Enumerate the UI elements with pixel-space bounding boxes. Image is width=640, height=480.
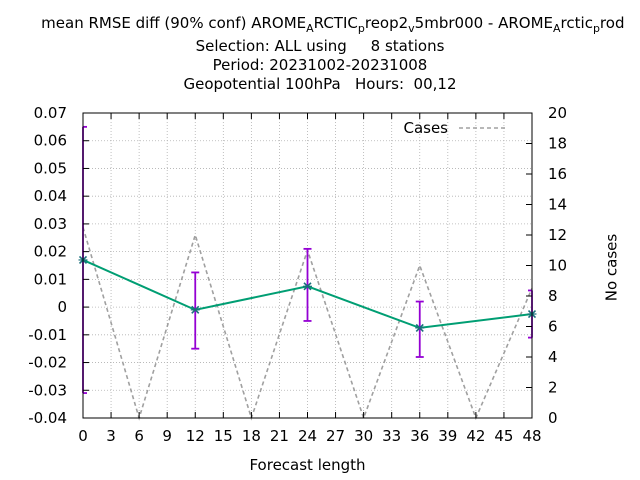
chart-title-part: v — [408, 22, 415, 35]
x-tick-label: 30 — [354, 427, 373, 445]
error-bar — [415, 300, 424, 358]
y2-tick-label: 6 — [548, 318, 558, 336]
y-tick-label: 0.07 — [34, 104, 67, 122]
y-tick-label: -0.04 — [28, 409, 67, 427]
y-tick-label: 0.03 — [34, 215, 67, 233]
chart-subtitle-parameter: Geopotential 100hPa Hours: 00,12 — [183, 75, 457, 93]
data-point — [190, 305, 200, 314]
y2-tick-label: 10 — [548, 257, 567, 275]
y-tick-label: 0 — [57, 298, 67, 316]
chart-subtitle-selection: Selection: ALL using 8 stations — [195, 37, 445, 55]
chart-title-part: A — [553, 22, 561, 35]
x-tick-label: 33 — [382, 427, 401, 445]
y-tick-label: 0.05 — [34, 159, 67, 177]
chart-title-part: RCTIC — [313, 14, 358, 32]
x-tick-label: 3 — [106, 427, 116, 445]
y2-tick-label: 20 — [548, 104, 567, 122]
y2-tick-label: 4 — [548, 348, 558, 366]
axes: 0 3 6 9 12 15 18 21 24 27 30 33 36 39 42 45 48-0.04-0.03… — [28, 104, 567, 445]
y-tick-label: 0.02 — [34, 243, 67, 261]
x-axis-label: Forecast length — [249, 456, 365, 474]
x-tick-label: 18 — [242, 427, 261, 445]
rmse-diff-series — [78, 255, 537, 332]
x-tick-label: 48 — [522, 427, 541, 445]
y2-tick-label: 2 — [548, 379, 558, 397]
x-tick-label: 15 — [214, 427, 233, 445]
chart-title-part: reop2 — [364, 14, 409, 32]
data-point — [303, 282, 312, 291]
x-tick-label: 0 — [78, 427, 88, 445]
chart-title-part: p — [592, 22, 600, 35]
legend-label-cases: Cases — [403, 119, 448, 137]
y2-tick-label: 14 — [548, 196, 567, 214]
chart-title-part: rctic — [560, 14, 593, 32]
x-tick-label: 36 — [410, 427, 429, 445]
y-tick-label: 0.06 — [34, 132, 67, 150]
chart-title-part: p — [357, 22, 365, 35]
legend: Cases — [403, 119, 506, 137]
error-bar — [303, 247, 312, 322]
data-point — [415, 323, 425, 332]
y-tick-label: -0.02 — [28, 354, 67, 372]
y-tick-label: -0.03 — [28, 381, 67, 399]
y-tick-label: 0.04 — [34, 187, 67, 205]
y2-tick-label: 0 — [548, 409, 558, 427]
chart-subtitle-period: Period: 20231002-20231008 — [212, 56, 428, 74]
y2-tick-label: 16 — [548, 165, 567, 183]
x-tick-label: 9 — [162, 427, 172, 445]
chart-title-part: 5mbr000 - AROME — [414, 14, 554, 32]
x-tick-label: 24 — [298, 427, 317, 445]
chart-title-part: mean RMSE diff (90% conf) AROME — [41, 14, 307, 32]
x-tick-label: 45 — [494, 427, 513, 445]
x-tick-label: 42 — [466, 427, 485, 445]
x-tick-label: 39 — [438, 427, 457, 445]
chart-title-block: mean RMSE diff (90% conf) AROMEARCTICpre… — [0, 0, 640, 100]
y-tick-label: 0.01 — [34, 270, 67, 288]
y2-tick-label: 18 — [548, 135, 567, 153]
chart-title-part: A — [306, 22, 314, 35]
x-tick-label: 6 — [134, 427, 144, 445]
y-tick-label: -0.01 — [28, 326, 67, 344]
x-tick-label: 27 — [326, 427, 345, 445]
chart-title-part: rod — [599, 14, 625, 32]
y2-tick-label: 12 — [548, 226, 567, 244]
y2-tick-label: 8 — [548, 287, 558, 305]
x-tick-label: 12 — [186, 427, 205, 445]
x-tick-label: 21 — [270, 427, 289, 445]
chart-title: mean RMSE diff (90% conf) AROMEARCTICpre… — [41, 14, 624, 38]
y2-axis-label: No cases — [603, 234, 621, 302]
